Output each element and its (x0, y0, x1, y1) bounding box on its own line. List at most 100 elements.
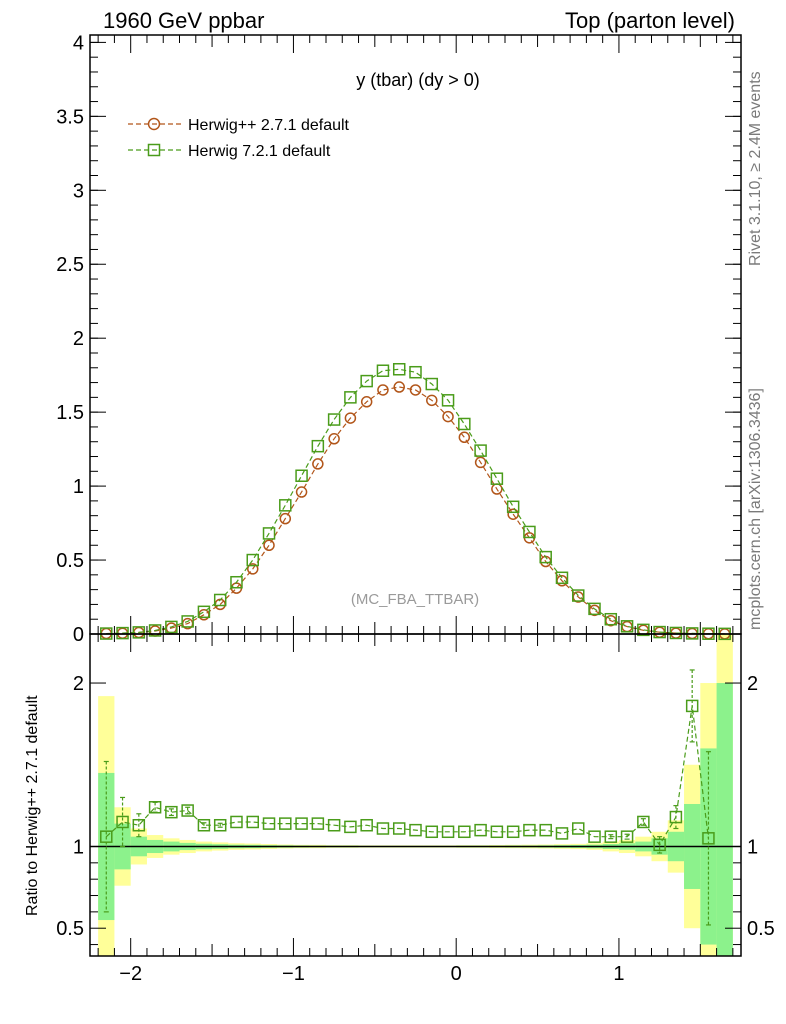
x-tick-label: −2 (119, 963, 142, 985)
top-y-tick-label: 2 (73, 328, 84, 350)
legend-marker-herwig7 (147, 143, 161, 157)
ratio-point-herwig7 (702, 832, 715, 845)
ratio-panel-frame (89, 633, 742, 957)
legend-label-herwig7: Herwig 7.2.1 default (188, 143, 331, 160)
top-panel-title: y (tbar) (dy > 0) (356, 70, 480, 90)
ratio-ylabel: Ratio to Herwig++ 2.7.1 default (24, 695, 41, 916)
top-y-tick-label: 0.5 (56, 550, 84, 572)
data-point-herwig7 (311, 439, 325, 453)
data-point-herwig7 (458, 417, 471, 431)
data-point-herwig7 (181, 615, 194, 628)
header-right: Top (parton level) (565, 8, 735, 33)
data-point-herwig-pp (507, 508, 519, 520)
data-point-herwig-pp (279, 512, 292, 525)
data-point-herwig7 (213, 593, 227, 607)
ratio-point-herwig7 (425, 825, 439, 839)
ratio-y-tick-label-left: 1 (73, 836, 84, 858)
top-y-tick-label: 3.5 (56, 106, 84, 128)
data-point-herwig7 (295, 469, 308, 482)
ratio-point-herwig7 (344, 820, 357, 834)
ratio-point-herwig7 (181, 804, 194, 817)
data-point-herwig7 (588, 602, 601, 616)
top-y-tick-label: 1.5 (56, 402, 84, 424)
ratio-point-herwig7 (409, 823, 422, 837)
ratio-y-tick-label-right: 1 (747, 836, 758, 858)
ratio-point-herwig7 (555, 827, 569, 840)
ratio-y-tick-label-left: 0.5 (56, 918, 84, 940)
ratio-point-herwig7 (360, 818, 373, 832)
ratio-point-herwig7 (637, 815, 650, 829)
legend: Herwig++ 2.7.1 default Herwig 7.2.1 defa… (128, 117, 350, 160)
ratio-band-green (716, 683, 733, 956)
ratio-point-herwig7 (148, 801, 162, 814)
data-point-herwig7 (344, 391, 357, 404)
analysis-watermark: (MC_FBA_TTBAR) (351, 591, 479, 608)
data-point-herwig-pp (393, 381, 405, 393)
data-point-herwig-pp (491, 483, 503, 495)
data-point-herwig7 (620, 620, 634, 633)
data-point-herwig7 (555, 571, 569, 585)
ratio-point-herwig7 (539, 823, 552, 837)
top-y-tick-label: 4 (73, 32, 84, 54)
ratio-point-herwig7 (474, 823, 487, 837)
source-label: mcplots.cern.ch [arXiv:1306.3436] (747, 388, 764, 630)
top-y-tick-label: 3 (73, 180, 84, 202)
data-point-herwig-pp (458, 431, 471, 444)
ratio-point-herwig7 (506, 825, 520, 839)
data-point-herwig7 (637, 623, 650, 637)
ratio-point-herwig7 (279, 817, 292, 830)
ratio-point-herwig7 (295, 817, 308, 830)
ratio-point-herwig7 (213, 818, 227, 832)
ratio-point-herwig7 (669, 810, 683, 824)
data-point-herwig7 (132, 626, 146, 639)
ratio-point-herwig7 (490, 825, 504, 839)
data-point-herwig7 (539, 550, 552, 564)
ratio-y-tick-label-right: 0.5 (747, 918, 775, 940)
top-y-tick-label: 1 (73, 476, 84, 498)
data-point-herwig-pp (360, 396, 373, 408)
ratio-point-herwig7 (653, 838, 666, 852)
data-point-herwig-pp (442, 410, 454, 423)
data-point-herwig-pp (263, 539, 275, 552)
ratio-point-herwig7 (604, 830, 618, 843)
data-point-herwig-pp (377, 384, 389, 396)
data-point-herwig-pp (214, 598, 226, 611)
data-point-herwig7 (653, 625, 666, 639)
data-point-herwig7 (197, 605, 211, 619)
data-point-herwig-pp (198, 609, 210, 621)
data-point-herwig7 (441, 394, 455, 407)
x-tick-label: 0 (451, 963, 462, 985)
data-point-herwig7 (392, 363, 406, 376)
ratio-point-herwig7 (327, 818, 341, 832)
rivet-version-label: Rivet 3.1.10, ≥ 2.4M events (747, 71, 764, 266)
ratio-y-tick-label-right: 2 (747, 673, 758, 695)
ratio-point-herwig7 (246, 815, 259, 829)
data-point-herwig-pp (328, 433, 340, 445)
ratio-point-herwig7 (262, 817, 276, 830)
data-point-herwig7 (116, 626, 129, 640)
data-point-herwig7 (230, 575, 243, 589)
data-point-herwig7 (604, 612, 618, 626)
legend-marker-herwig-pp (147, 117, 161, 131)
x-tick-label: 1 (613, 963, 624, 985)
data-point-herwig7 (425, 377, 439, 391)
data-point-herwig7 (360, 374, 373, 388)
x-tick-label: −1 (282, 963, 305, 985)
data-point-herwig7 (572, 589, 585, 602)
data-point-herwig-pp (312, 458, 324, 470)
ratio-point-herwig7 (116, 815, 129, 829)
data-point-herwig7 (327, 413, 341, 426)
ratio-point-herwig7 (588, 830, 601, 843)
data-point-herwig-pp (426, 394, 438, 407)
ratio-point-herwig7 (132, 818, 146, 832)
ratio-y-tick-label-left: 2 (73, 673, 84, 695)
data-point-herwig7 (409, 365, 422, 379)
ratio-point-herwig7 (572, 822, 585, 835)
data-point-herwig-pp (165, 622, 178, 634)
data-point-herwig7 (376, 364, 390, 377)
data-point-herwig7 (474, 444, 487, 457)
ratio-point-herwig7 (441, 825, 455, 839)
data-point-herwig7 (165, 620, 178, 634)
data-point-herwig7 (262, 527, 276, 540)
